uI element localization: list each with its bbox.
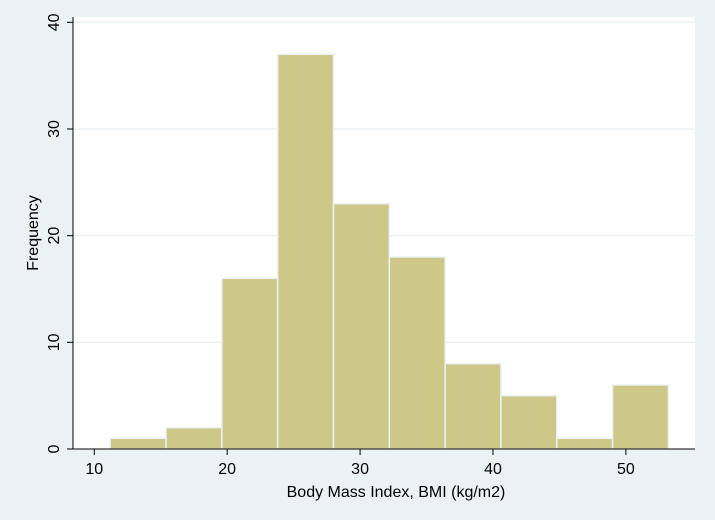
histogram-bar	[611, 384, 670, 450]
x-axis-label: Body Mass Index, BMI (kg/m2)	[287, 484, 506, 501]
y-tick-label: 30	[46, 120, 63, 138]
histogram-bar	[221, 277, 279, 450]
histogram-bar	[556, 437, 614, 450]
x-tick-label: 20	[218, 461, 236, 478]
x-tick-label: 30	[351, 461, 369, 478]
y-tick-label: 20	[46, 227, 63, 245]
histogram-bar	[276, 53, 335, 450]
y-tick-label: 40	[46, 13, 63, 31]
x-tick-label: 50	[617, 461, 635, 478]
y-tick-label: 10	[46, 333, 63, 351]
bars	[109, 53, 670, 450]
x-tick-label: 40	[484, 461, 502, 478]
x-tick-label: 10	[85, 461, 103, 478]
histogram-bar	[444, 362, 502, 450]
histogram-bar	[388, 256, 446, 450]
y-tick-label: 0	[46, 444, 63, 453]
y-axis-ticks: 0 10 20 30 40	[46, 13, 73, 453]
x-axis-ticks: 10 20 30 40 50	[85, 449, 635, 478]
histogram-bar	[500, 394, 558, 450]
histogram-bar	[332, 202, 391, 450]
histogram-bar	[109, 437, 167, 450]
histogram-bar	[165, 426, 223, 450]
y-axis-label: Frequency	[25, 195, 42, 271]
